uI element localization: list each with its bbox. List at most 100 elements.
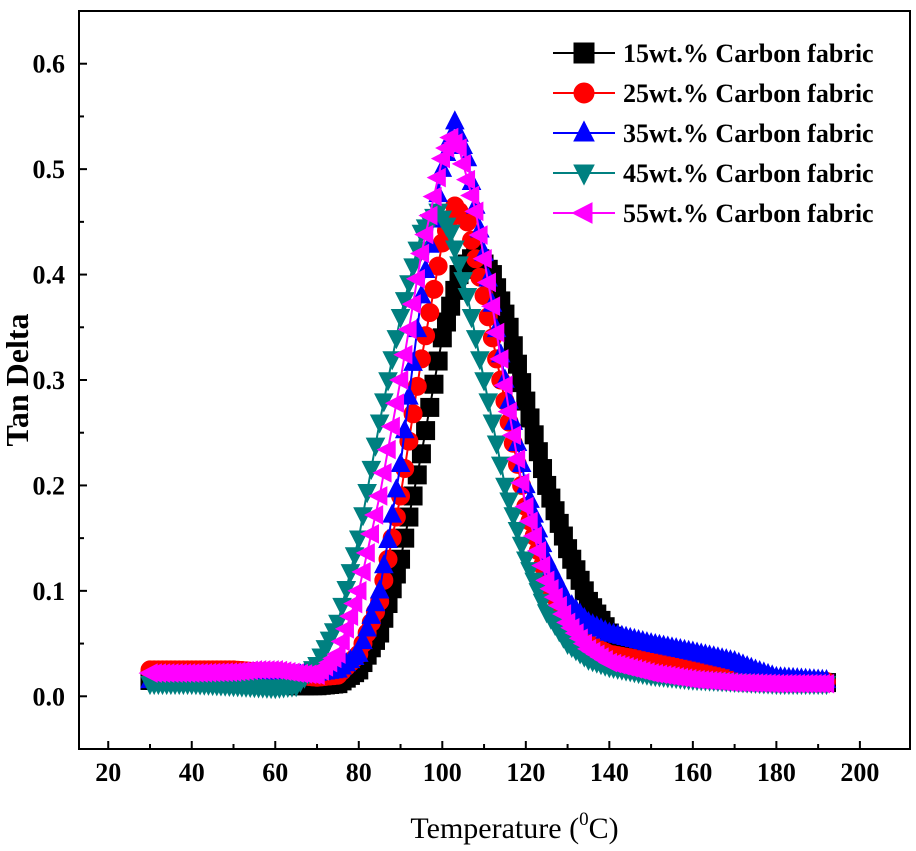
data-point (533, 459, 553, 479)
data-point (372, 462, 392, 483)
data-point (526, 540, 547, 561)
legend-label: 45wt.% Carbon fabric (623, 159, 874, 188)
x-axis-title: Temperature (0C) (410, 809, 618, 845)
data-point (361, 604, 382, 624)
data-point (528, 442, 548, 462)
data-point (380, 416, 400, 437)
data-point (420, 303, 440, 323)
data-point (365, 437, 386, 457)
data-point (390, 452, 411, 473)
data-point (426, 167, 446, 188)
legend-item: 15wt.% Carbon fabric (553, 39, 874, 68)
x-axis-title-sup: 0 (579, 809, 589, 830)
data-point (489, 349, 509, 369)
data-point (369, 414, 390, 434)
y-axis-title: Tan Delta (0, 313, 35, 446)
data-point (511, 536, 532, 556)
data-point (357, 617, 377, 637)
legend-marker (573, 120, 595, 142)
data-point (394, 419, 415, 439)
data-point (424, 279, 444, 299)
data-point (470, 351, 490, 371)
data-point (422, 186, 442, 207)
data-point (386, 478, 407, 498)
data-point (353, 630, 373, 650)
y-tick-label: 0.3 (33, 366, 66, 395)
data-point (518, 511, 538, 532)
data-point (531, 555, 551, 576)
y-tick-label: 0.5 (33, 155, 66, 184)
data-point (330, 631, 350, 652)
legend-item: 45wt.% Carbon fabric (553, 159, 874, 188)
x-tick-label: 80 (346, 758, 372, 787)
data-point (338, 606, 359, 626)
y-tick-label: 0.2 (33, 471, 66, 500)
legend-marker (571, 202, 593, 224)
x-tick-label: 20 (95, 758, 121, 787)
data-point (815, 673, 835, 694)
data-point (357, 484, 377, 504)
legend-marker (573, 42, 595, 64)
data-point (461, 309, 482, 329)
data-point (382, 503, 403, 523)
data-point (497, 401, 517, 422)
data-point (468, 225, 488, 245)
data-point (386, 330, 407, 350)
data-point (512, 373, 532, 393)
legend-label: 35wt.% Carbon fabric (623, 119, 874, 148)
data-point (409, 243, 430, 264)
data-point (334, 618, 354, 639)
data-point (506, 449, 526, 469)
legend-marker (573, 164, 595, 186)
data-point (516, 551, 536, 571)
data-point (430, 148, 451, 169)
data-point (476, 272, 496, 293)
data-point (374, 554, 394, 574)
data-point (403, 258, 423, 278)
data-point (490, 456, 511, 476)
data-point (503, 410, 524, 430)
legend-item: 35wt.% Carbon fabric (553, 119, 874, 148)
data-point (449, 256, 469, 276)
data-point (501, 425, 521, 446)
data-point (441, 296, 461, 316)
data-point (507, 522, 528, 542)
legend-item: 25wt.% Carbon fabric (553, 79, 874, 108)
data-point (397, 319, 417, 340)
data-point (378, 528, 398, 548)
data-point (495, 477, 515, 497)
legend: 15wt.% Carbon fabric 25wt.% Carbon fabric… (553, 39, 874, 228)
data-point (464, 201, 484, 222)
legend-marker (573, 82, 595, 104)
data-point (428, 351, 448, 371)
data-point (486, 435, 507, 455)
data-point (516, 391, 536, 411)
data-point (447, 138, 467, 158)
y-tick-label: 0.0 (33, 682, 66, 711)
data-point (359, 524, 380, 544)
data-point (453, 272, 473, 292)
data-point (384, 393, 405, 414)
x-tick-label: 160 (673, 758, 712, 787)
data-point (472, 248, 492, 269)
data-point (514, 496, 534, 517)
data-point (407, 376, 427, 396)
y-tick-label: 0.6 (33, 50, 66, 79)
data-point (520, 408, 540, 428)
data-point (455, 169, 476, 190)
data-point (403, 404, 423, 424)
data-point (348, 642, 369, 662)
data-point (390, 309, 411, 329)
data-point (474, 372, 494, 392)
data-point (416, 421, 436, 441)
data-point (376, 439, 396, 460)
legend-label: 15wt.% Carbon fabric (623, 39, 874, 68)
data-point (355, 543, 375, 563)
data-point (405, 268, 425, 289)
data-point (507, 354, 527, 374)
legend-label: 25wt.% Carbon fabric (623, 79, 874, 108)
data-point (499, 492, 519, 512)
series-5 (138, 127, 835, 694)
data-point (460, 185, 480, 206)
